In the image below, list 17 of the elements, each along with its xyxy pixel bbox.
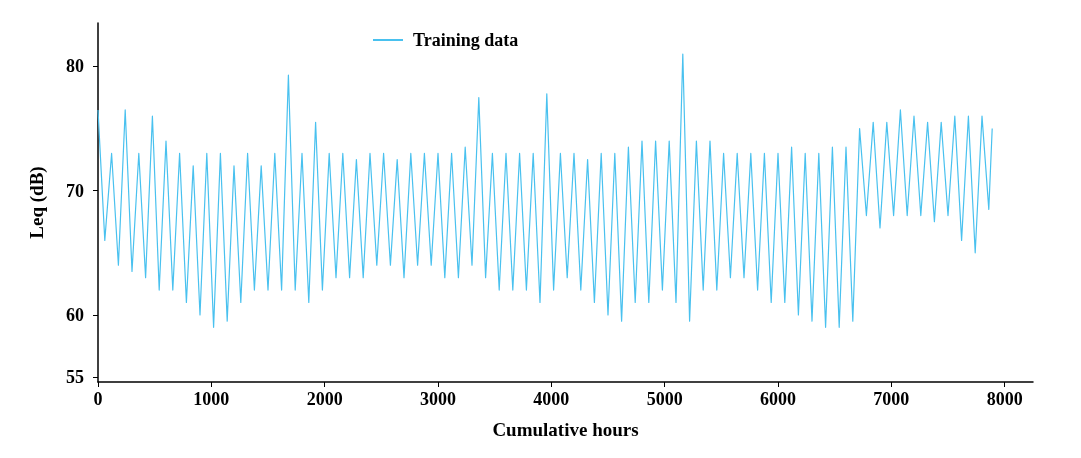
y-axis-title: Leq (dB) (26, 166, 48, 239)
x-tick-label: 3000 (420, 389, 456, 409)
x-axis-title: Cumulative hours (492, 419, 639, 440)
x-tick-label: 4000 (533, 389, 570, 409)
x-tick-label: 0 (93, 389, 103, 409)
x-tick-label: 2000 (306, 389, 343, 409)
y-tick-label: 70 (66, 180, 84, 201)
legend-label: Training data (413, 30, 519, 50)
x-tick-label: 5000 (646, 389, 683, 409)
x-tick-label: 8000 (986, 389, 1023, 409)
x-tick-label: 6000 (760, 389, 796, 409)
y-tick-label: 55 (66, 367, 84, 388)
y-tick-label: 80 (66, 56, 84, 77)
x-tick-label: 1000 (193, 389, 230, 409)
x-tick-label: 7000 (873, 389, 910, 409)
y-tick-label: 60 (66, 304, 84, 325)
line-series (97, 53, 993, 328)
